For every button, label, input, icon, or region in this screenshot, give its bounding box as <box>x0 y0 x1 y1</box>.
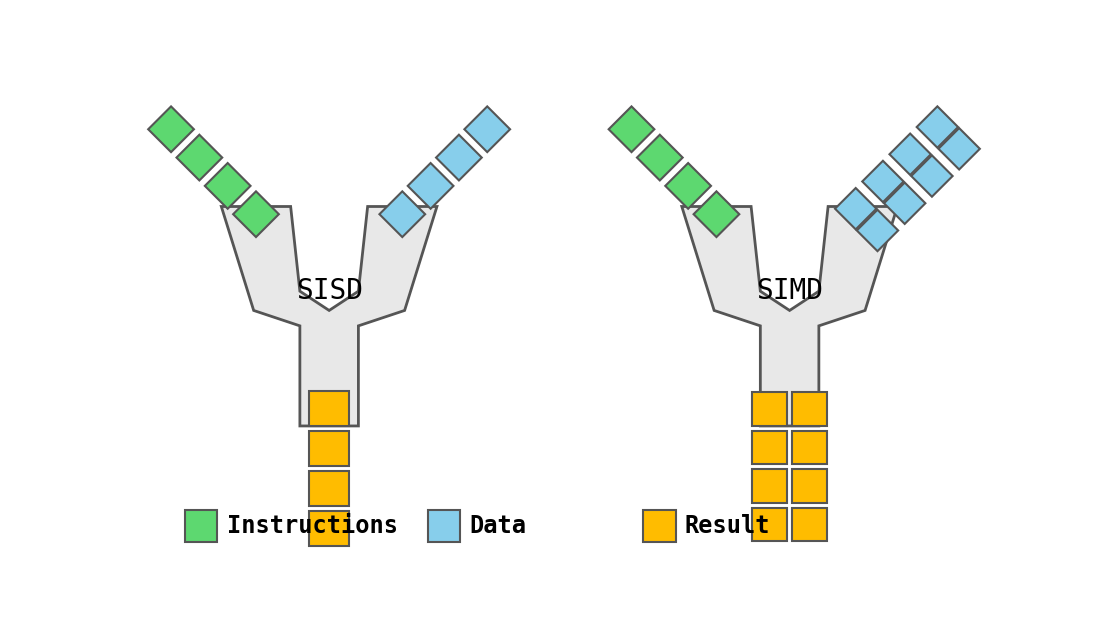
Bar <box>309 432 349 466</box>
Bar <box>428 510 460 542</box>
Polygon shape <box>233 192 279 237</box>
Polygon shape <box>912 156 953 197</box>
Polygon shape <box>857 210 898 251</box>
Bar <box>752 392 787 426</box>
Text: SISD: SISD <box>296 277 363 305</box>
Bar <box>752 508 787 541</box>
Polygon shape <box>637 135 683 180</box>
Bar <box>792 392 828 426</box>
Polygon shape <box>682 207 897 426</box>
Bar <box>792 508 828 541</box>
Text: Data: Data <box>469 514 526 538</box>
Polygon shape <box>465 106 510 152</box>
Text: SIMD: SIMD <box>756 277 823 305</box>
Bar <box>752 469 787 503</box>
Polygon shape <box>836 188 877 229</box>
Bar <box>309 471 349 506</box>
Polygon shape <box>608 106 654 152</box>
Polygon shape <box>177 135 222 180</box>
Polygon shape <box>222 207 437 426</box>
Polygon shape <box>408 163 454 209</box>
Polygon shape <box>862 161 904 202</box>
Polygon shape <box>939 128 980 169</box>
Polygon shape <box>889 134 931 175</box>
Polygon shape <box>884 183 925 224</box>
Bar <box>792 469 828 503</box>
Bar <box>643 510 675 542</box>
Polygon shape <box>148 106 194 152</box>
Polygon shape <box>205 163 251 209</box>
Bar <box>309 512 349 546</box>
Polygon shape <box>436 135 482 180</box>
Polygon shape <box>380 192 426 237</box>
Text: Result: Result <box>684 514 771 538</box>
Polygon shape <box>916 106 958 147</box>
Text: Instructions: Instructions <box>226 514 398 538</box>
Bar <box>309 391 349 426</box>
Polygon shape <box>693 192 739 237</box>
Bar <box>752 430 787 464</box>
Bar <box>185 510 217 542</box>
Bar <box>792 430 828 464</box>
Polygon shape <box>665 163 711 209</box>
